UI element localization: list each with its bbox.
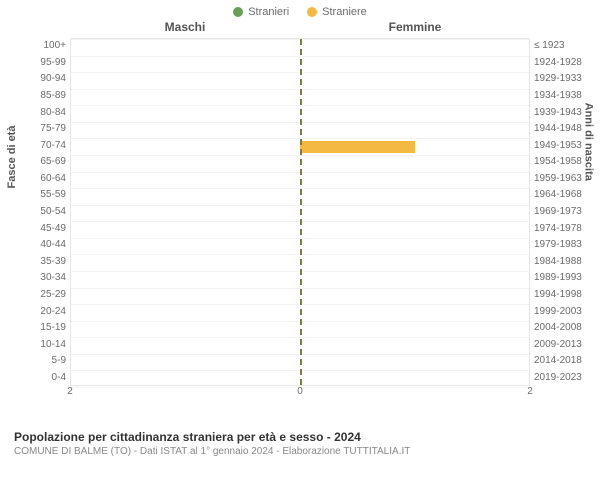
plot-area <box>70 38 530 386</box>
legend-label-male: Stranieri <box>248 6 289 18</box>
age-label: 15-19 <box>10 320 66 337</box>
y-axis-left: 100+95-9990-9485-8980-8475-7970-7465-696… <box>10 38 70 386</box>
age-label: 60-64 <box>10 171 66 188</box>
birth-year-label: 1924-1928 <box>534 55 590 72</box>
birth-year-label: 1964-1968 <box>534 187 590 204</box>
x-axis: 2 0 2 <box>10 386 590 404</box>
legend: Stranieri Straniere <box>0 0 600 20</box>
birth-year-label: 2019-2023 <box>534 370 590 387</box>
age-label: 25-29 <box>10 287 66 304</box>
age-label: 35-39 <box>10 254 66 271</box>
birth-year-label: 1969-1973 <box>534 204 590 221</box>
bar-female <box>300 141 415 153</box>
birth-year-label: 1944-1948 <box>534 121 590 138</box>
birth-year-label: 1934-1938 <box>534 88 590 105</box>
birth-year-label: 1989-1993 <box>534 270 590 287</box>
age-label: 20-24 <box>10 303 66 320</box>
birth-year-label: 1994-1998 <box>534 287 590 304</box>
x-tick: 0 <box>297 386 303 397</box>
legend-label-female: Straniere <box>322 6 367 18</box>
birth-year-label: 1974-1978 <box>534 220 590 237</box>
birth-year-label: 1929-1933 <box>534 71 590 88</box>
age-label: 85-89 <box>10 88 66 105</box>
age-label: 90-94 <box>10 71 66 88</box>
footer: Popolazione per cittadinanza straniera p… <box>0 420 600 457</box>
pyramid-chart: Fasce di età Anni di nascita Maschi Femm… <box>10 20 590 420</box>
dot-icon <box>307 7 317 17</box>
birth-year-label: ≤ 1923 <box>534 38 590 55</box>
y-axis-right: ≤ 19231924-19281929-19331934-19381939-19… <box>530 38 590 386</box>
birth-year-label: 1984-1988 <box>534 254 590 271</box>
birth-year-label: 2004-2008 <box>534 320 590 337</box>
age-label: 65-69 <box>10 154 66 171</box>
dot-icon <box>233 7 243 17</box>
birth-year-label: 1979-1983 <box>534 237 590 254</box>
chart-title: Popolazione per cittadinanza straniera p… <box>14 430 586 444</box>
age-label: 80-84 <box>10 104 66 121</box>
age-label: 5-9 <box>10 353 66 370</box>
birth-year-label: 2014-2018 <box>534 353 590 370</box>
age-label: 50-54 <box>10 204 66 221</box>
age-label: 95-99 <box>10 55 66 72</box>
header-male: Maschi <box>70 20 300 38</box>
birth-year-label: 1999-2003 <box>534 303 590 320</box>
x-tick: 2 <box>67 386 73 397</box>
age-label: 30-34 <box>10 270 66 287</box>
age-label: 40-44 <box>10 237 66 254</box>
header-female: Femmine <box>300 20 530 38</box>
age-label: 70-74 <box>10 137 66 154</box>
x-tick: 2 <box>527 386 533 397</box>
age-label: 45-49 <box>10 220 66 237</box>
column-headers: Maschi Femmine <box>10 20 590 38</box>
age-label: 100+ <box>10 38 66 55</box>
age-label: 0-4 <box>10 370 66 387</box>
birth-year-label: 1954-1958 <box>534 154 590 171</box>
age-label: 55-59 <box>10 187 66 204</box>
birth-year-label: 1949-1953 <box>534 137 590 154</box>
age-label: 10-14 <box>10 336 66 353</box>
chart-subtitle: COMUNE DI BALME (TO) - Dati ISTAT al 1° … <box>14 446 586 457</box>
birth-year-label: 2009-2013 <box>534 336 590 353</box>
center-divider <box>300 39 302 385</box>
birth-year-label: 1959-1963 <box>534 171 590 188</box>
legend-item-female: Straniere <box>307 6 367 18</box>
birth-year-label: 1939-1943 <box>534 104 590 121</box>
age-label: 75-79 <box>10 121 66 138</box>
legend-item-male: Stranieri <box>233 6 289 18</box>
plot-right <box>300 39 529 385</box>
plot-left <box>71 39 300 385</box>
